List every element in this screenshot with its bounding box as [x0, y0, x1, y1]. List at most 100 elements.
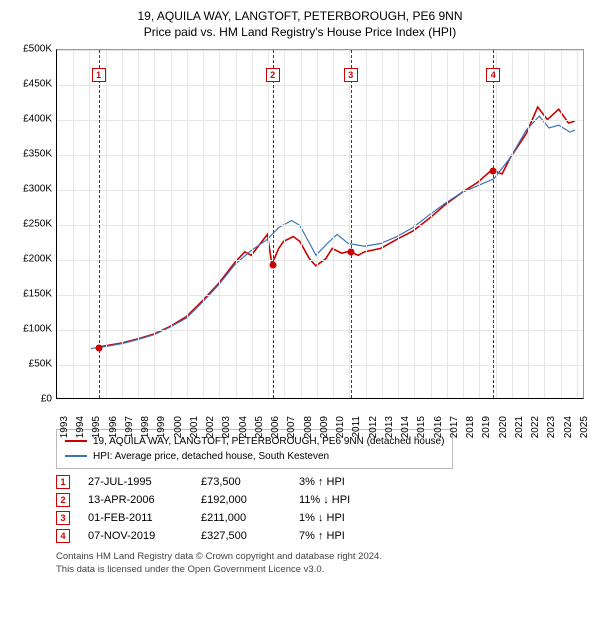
y-tick-label: £200K [8, 253, 52, 264]
gridline-h [57, 365, 583, 366]
sale-diff: 1% ↓ HPI [299, 512, 409, 524]
gridline-v [73, 50, 74, 398]
gridline-v [463, 50, 464, 398]
gridline-v [577, 50, 578, 398]
y-tick-label: £500K [8, 43, 52, 54]
x-tick-label: 2024 [563, 416, 574, 456]
x-tick-label: 2004 [238, 416, 249, 456]
sale-price: £211,000 [201, 512, 281, 524]
x-tick-label: 2016 [433, 416, 444, 456]
plot-area: 1 2 3 4 [56, 49, 584, 399]
x-tick-label: 2012 [368, 416, 379, 456]
gridline-h [57, 295, 583, 296]
x-tick-label: 2006 [270, 416, 281, 456]
chart-area: 1234 £0£50K£100K£150K£200K£250K£300K£350… [10, 43, 590, 423]
chart-title: 19, AQUILA WAY, LANGTOFT, PETERBOROUGH, … [10, 8, 590, 25]
gridline-v [236, 50, 237, 398]
gridline-v [219, 50, 220, 398]
gridline-h [57, 85, 583, 86]
sale-date: 07-NOV-2019 [88, 530, 183, 542]
sale-marker: 1 [56, 475, 70, 489]
gridline-h [57, 225, 583, 226]
footnote: Contains HM Land Registry data © Crown c… [56, 551, 590, 577]
x-tick-label: 1996 [108, 416, 119, 456]
x-tick-label: 2022 [530, 416, 541, 456]
sale-date: 13-APR-2006 [88, 494, 183, 506]
x-tick-label: 2025 [579, 416, 590, 456]
y-tick-label: £250K [8, 218, 52, 229]
event-marker: 1 [92, 68, 106, 82]
event-marker: 2 [266, 68, 280, 82]
event-dashline [493, 50, 494, 398]
y-tick-label: £100K [8, 323, 52, 334]
gridline-v [544, 50, 545, 398]
gridline-h [57, 260, 583, 261]
y-tick-label: £300K [8, 183, 52, 194]
sale-date: 27-JUL-1995 [88, 476, 183, 488]
y-tick-label: £150K [8, 288, 52, 299]
x-tick-label: 2019 [481, 416, 492, 456]
y-tick-label: £50K [8, 358, 52, 369]
gridline-h [57, 50, 583, 51]
sale-marker: 4 [56, 529, 70, 543]
sale-row: 301-FEB-2011£211,0001% ↓ HPI [56, 509, 590, 527]
x-tick-label: 1998 [140, 416, 151, 456]
x-tick-label: 2001 [189, 416, 200, 456]
y-tick-label: £350K [8, 148, 52, 159]
x-tick-label: 2010 [335, 416, 346, 456]
sale-diff: 7% ↑ HPI [299, 530, 409, 542]
sale-diff: 3% ↑ HPI [299, 476, 409, 488]
x-tick-label: 2009 [319, 416, 330, 456]
y-tick-label: £400K [8, 113, 52, 124]
gridline-h [57, 330, 583, 331]
sale-row: 127-JUL-1995£73,5003% ↑ HPI [56, 473, 590, 491]
sales-table: 127-JUL-1995£73,5003% ↑ HPI213-APR-2006£… [56, 473, 590, 545]
x-tick-label: 2003 [221, 416, 232, 456]
event-marker: 3 [344, 68, 358, 82]
gridline-v [268, 50, 269, 398]
gridline-v [122, 50, 123, 398]
gridline-v [301, 50, 302, 398]
x-tick-label: 2023 [546, 416, 557, 456]
gridline-h [57, 155, 583, 156]
event-dashline [351, 50, 352, 398]
x-tick-label: 2013 [384, 416, 395, 456]
event-marker: 4 [486, 68, 500, 82]
gridline-v [528, 50, 529, 398]
sale-row: 407-NOV-2019£327,5007% ↑ HPI [56, 527, 590, 545]
x-tick-label: 2018 [465, 416, 476, 456]
gridline-v [187, 50, 188, 398]
gridline-v [252, 50, 253, 398]
gridline-v [317, 50, 318, 398]
x-tick-label: 2000 [173, 416, 184, 456]
sale-row: 213-APR-2006£192,00011% ↓ HPI [56, 491, 590, 509]
x-tick-label: 1994 [75, 416, 86, 456]
gridline-v [398, 50, 399, 398]
gridline-v [333, 50, 334, 398]
gridline-v [382, 50, 383, 398]
sale-dot [269, 262, 276, 269]
gridline-v [171, 50, 172, 398]
gridline-v [284, 50, 285, 398]
x-tick-label: 2002 [205, 416, 216, 456]
gridline-v [414, 50, 415, 398]
gridline-h [57, 190, 583, 191]
gridline-v [89, 50, 90, 398]
sale-dot [347, 249, 354, 256]
gridline-v [154, 50, 155, 398]
sale-dot [490, 167, 497, 174]
footnote-line2: This data is licensed under the Open Gov… [56, 564, 324, 575]
x-tick-label: 2015 [416, 416, 427, 456]
x-tick-label: 1999 [156, 416, 167, 456]
x-tick-label: 2021 [514, 416, 525, 456]
gridline-v [479, 50, 480, 398]
gridline-v [106, 50, 107, 398]
gridline-h [57, 120, 583, 121]
x-tick-label: 1993 [59, 416, 70, 456]
chart-subtitle: Price paid vs. HM Land Registry's House … [10, 25, 590, 39]
gridline-v [138, 50, 139, 398]
gridline-v [431, 50, 432, 398]
gridline-v [496, 50, 497, 398]
x-tick-label: 2007 [286, 416, 297, 456]
x-tick-label: 1997 [124, 416, 135, 456]
